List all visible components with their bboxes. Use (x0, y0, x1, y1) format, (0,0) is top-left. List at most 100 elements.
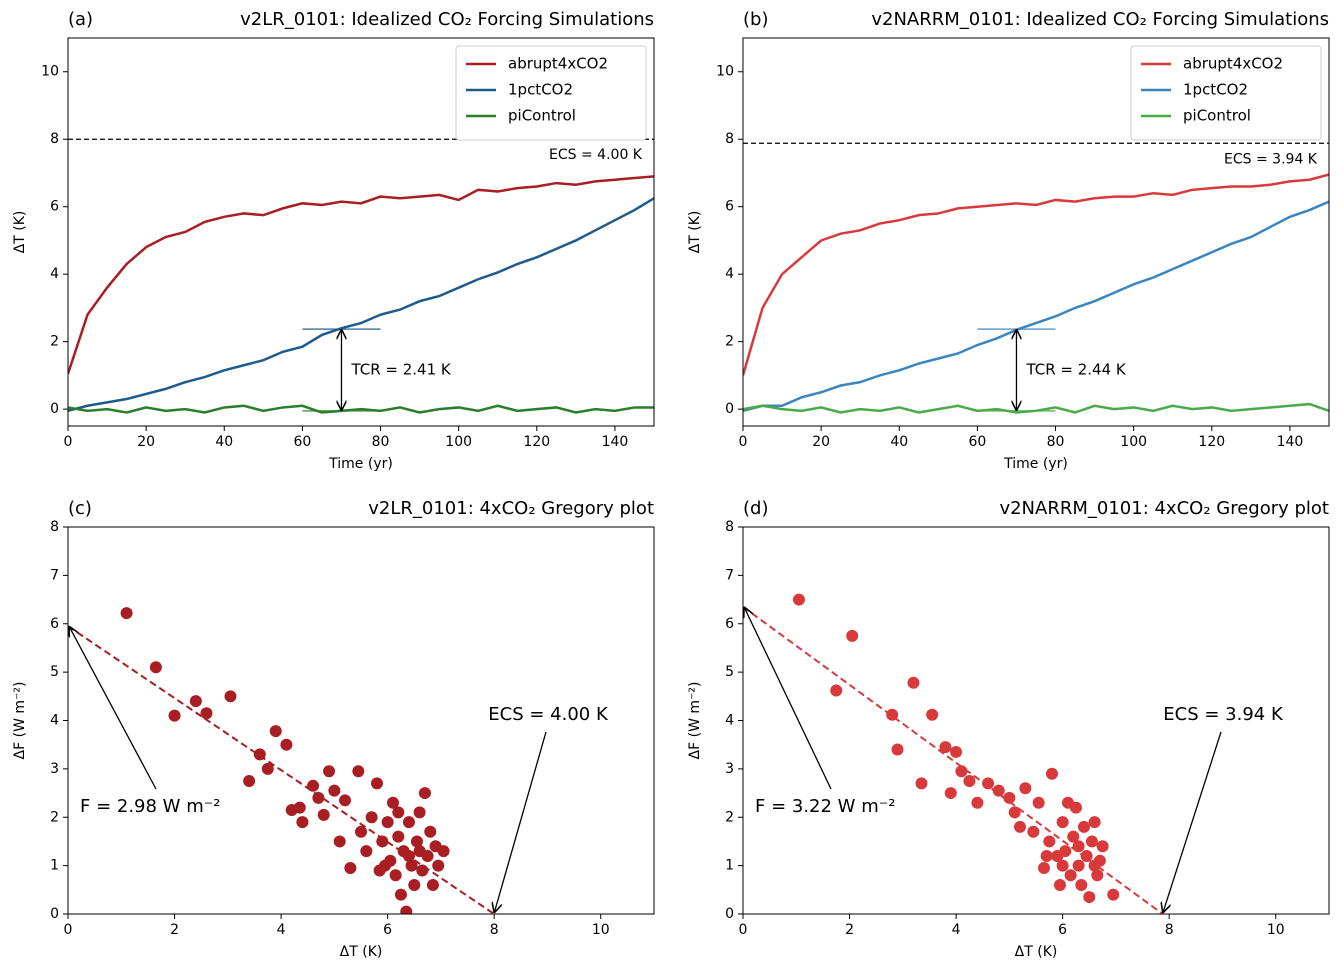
scatter-point (830, 684, 843, 697)
scatter-point (950, 745, 963, 758)
x-tick-label: 40 (215, 434, 233, 450)
scatter-point (1107, 888, 1120, 901)
plot-area (120, 607, 450, 914)
legend-label: piControl (508, 107, 576, 125)
scatter-point (323, 765, 336, 778)
x-tick-label: 4 (952, 922, 961, 938)
legend-box (455, 45, 647, 141)
y-tick-label: 5 (725, 664, 734, 680)
x-tick-label: 6 (383, 922, 392, 938)
y-tick-label: 3 (50, 761, 59, 777)
scatter-point (792, 593, 805, 606)
axes-frame (67, 37, 655, 427)
scatter-point (408, 878, 421, 891)
y-tick-label: 4 (50, 266, 59, 282)
ecs-label: ECS = 4.00 K (488, 704, 609, 725)
y-tick-label: 8 (50, 131, 59, 147)
scatter-point (312, 791, 325, 804)
x-tick-label: 120 (1198, 434, 1225, 450)
y-tick-label: 4 (725, 713, 734, 729)
y-tick-label: 2 (50, 334, 59, 350)
x-tick-label: 0 (64, 434, 73, 450)
y-tick-label: 4 (50, 713, 59, 729)
x-axis-label: ΔT (K) (340, 944, 383, 960)
fit-line (67, 625, 495, 915)
y-axis-label: ΔF (W m⁻²) (12, 682, 28, 760)
intercept-label: F = 2.98 W m⁻² (80, 796, 220, 817)
y-tick-label: 6 (50, 199, 59, 215)
scatter-point (293, 801, 306, 814)
legend-label: piControl (1183, 107, 1251, 125)
y-tick-label: 8 (725, 131, 734, 147)
line-series (68, 197, 654, 413)
scatter-point (1059, 845, 1072, 858)
scatter-point (1003, 791, 1016, 804)
scatter-point (280, 738, 293, 751)
scatter-point (392, 806, 405, 819)
scatter-point (339, 794, 352, 807)
intercept-arrow (69, 626, 157, 790)
scatter-point (328, 784, 341, 797)
y-tick-label: 10 (716, 64, 734, 80)
scatter-point (437, 845, 450, 858)
x-tick-label: 100 (445, 434, 472, 450)
scatter-point (432, 859, 445, 872)
scatter-point (1019, 782, 1032, 795)
ecs-arrow (1163, 731, 1222, 913)
scatter-point (1075, 878, 1088, 891)
x-tick-label: 2 (170, 922, 179, 938)
scatter-point (394, 888, 407, 901)
x-tick-label: 60 (293, 434, 311, 450)
scatter-point (189, 695, 202, 708)
scatter-point (413, 845, 426, 858)
y-tick-label: 7 (725, 567, 734, 583)
scatter-point (1085, 835, 1098, 848)
scatter-point (360, 845, 373, 858)
scatter-point (1040, 849, 1053, 862)
x-tick-label: 10 (1267, 922, 1285, 938)
scatter-point (168, 709, 181, 722)
scatter-point (1032, 796, 1045, 809)
legend-box (1130, 45, 1322, 141)
scatter-point (386, 796, 399, 809)
y-tick-label: 0 (725, 906, 734, 922)
scatter-point (982, 777, 995, 790)
x-tick-label: 20 (137, 434, 155, 450)
scatter-point (1043, 835, 1056, 848)
legend-label: 1pctCO2 (1183, 81, 1248, 99)
legend-label: 1pctCO2 (508, 81, 573, 99)
scatter-point (365, 811, 378, 824)
scatter-point (352, 765, 365, 778)
line-series (743, 173, 1329, 376)
scatter-point (120, 607, 133, 620)
x-tick-label: 0 (739, 434, 748, 450)
scatter-point (243, 774, 256, 787)
scatter-point (333, 835, 346, 848)
scatter-point (413, 806, 426, 819)
y-tick-label: 7 (50, 567, 59, 583)
x-axis-label: ΔT (K) (1015, 944, 1058, 960)
chart-title: v2NARRM_0101: Idealized CO₂ Forcing Simu… (871, 9, 1329, 30)
scatter-point (378, 859, 391, 872)
y-tick-label: 2 (725, 334, 734, 350)
y-tick-label: 3 (725, 761, 734, 777)
axes-frame (67, 526, 655, 915)
scatter-point (963, 774, 976, 787)
scatter-point (1014, 820, 1027, 833)
scatter-point (376, 835, 389, 848)
y-tick-label: 6 (725, 199, 734, 215)
scatter-point (944, 787, 957, 800)
y-tick-label: 1 (725, 858, 734, 874)
x-tick-label: 40 (890, 434, 908, 450)
scatter-point (1096, 840, 1109, 853)
y-axis-label: ΔT (K) (687, 211, 703, 254)
scatter-point (926, 708, 939, 721)
legend-label: abrupt4xCO2 (1183, 55, 1283, 73)
scatter-point (200, 707, 213, 720)
scatter-point (971, 796, 984, 809)
panel-label: (c) (68, 498, 92, 519)
scatter-point (1037, 862, 1050, 875)
legend-label: abrupt4xCO2 (508, 55, 608, 73)
y-tick-label: 6 (725, 616, 734, 632)
